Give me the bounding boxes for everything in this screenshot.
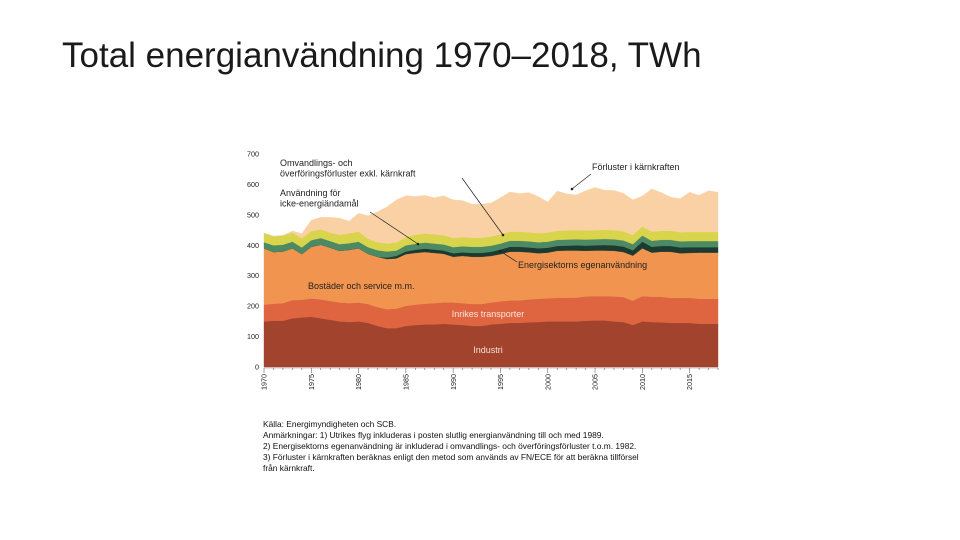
slide-title: Total energianvändning 1970–2018, TWh <box>62 36 702 75</box>
x-tick-label: 2005 <box>591 374 600 390</box>
x-tick-label: 1995 <box>496 374 505 390</box>
y-tick-label: 100 <box>247 332 259 341</box>
label-forluster-karnkraften: Förluster i kärnkraften <box>592 162 680 172</box>
label-energisektorns-egenanvandning: Energisektorns egenanvändning <box>518 260 647 270</box>
leader-icke-energiandamal <box>369 211 419 245</box>
label-inrikes-transporter: Inrikes transporter <box>452 309 525 319</box>
remark-3-continued: från kärnkraft. <box>263 463 315 473</box>
area-f-rluster-i-k-rnkraften <box>263 187 719 244</box>
x-axis: 1970 1975 1980 1985 1990 1995 2000 2005 2010 2015 <box>260 367 719 390</box>
x-tick-label: 1975 <box>307 374 316 390</box>
x-tick-label: 2010 <box>638 374 647 390</box>
remark-3: 3) Förluster i kärnkraften beräknas enli… <box>263 452 639 462</box>
area-layers <box>263 187 719 368</box>
x-tick-label: 2015 <box>685 374 694 390</box>
x-tick-label: 1970 <box>260 374 269 390</box>
remark-1: Anmärkningar: 1) Utrikes flyg inkluderas… <box>263 430 604 440</box>
x-tick-label: 2000 <box>543 374 552 390</box>
leader-energisektorns-egenanvandning <box>499 250 518 263</box>
leader-forluster-karnkraften <box>571 173 592 190</box>
label-industri: Industri <box>473 345 503 355</box>
chart-notes: Källa: Energimyndigheten och SCB. Anmärk… <box>263 419 723 474</box>
y-tick-label: 600 <box>247 180 259 189</box>
remark-2: 2) Energisektorns egenanvändning är inkl… <box>263 441 637 451</box>
y-tick-label: 200 <box>247 302 259 311</box>
y-tick-label: 700 <box>247 150 259 159</box>
y-tick-label: 500 <box>247 210 259 219</box>
series-labels: Industri Inrikes transporter Bostäder och … <box>280 158 680 355</box>
label-bostader-service: Bostäder och service m.m. <box>308 281 415 291</box>
leader-dot <box>416 242 420 246</box>
y-axis: 0 100 200 300 400 500 600 700 <box>247 150 259 372</box>
source-note: Källa: Energimyndigheten och SCB. <box>263 419 397 429</box>
x-tick-label: 1985 <box>401 374 410 390</box>
leader-dot <box>498 249 502 253</box>
x-tick-label: 1980 <box>354 374 363 390</box>
x-tick-label: 1990 <box>449 374 458 390</box>
label-omvandlingsforluster: Omvandlings- och överföringsförluster exk… <box>280 158 416 179</box>
leader-dot <box>570 187 574 191</box>
leader-dot <box>501 233 505 237</box>
leader-omvandlingsforluster <box>461 177 504 236</box>
y-tick-label: 0 <box>255 363 259 372</box>
label-icke-energiandamal: Användning för icke-energiändamål <box>280 188 359 209</box>
y-tick-label: 300 <box>247 271 259 280</box>
y-tick-label: 400 <box>247 241 259 250</box>
